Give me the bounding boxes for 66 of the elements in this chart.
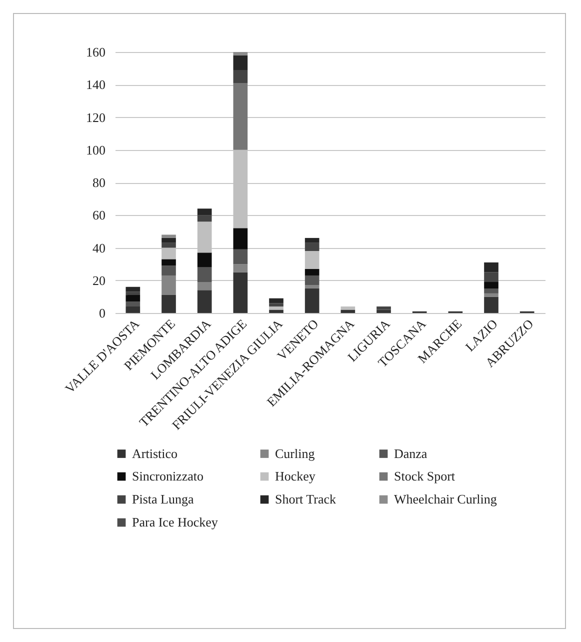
bar <box>304 275 320 286</box>
bar <box>269 303 284 306</box>
bar <box>484 262 498 272</box>
bar <box>340 310 356 313</box>
bar <box>304 251 320 269</box>
bar <box>233 272 248 313</box>
bar <box>269 298 284 304</box>
y-tick-label: 100 <box>86 142 106 158</box>
bar <box>162 242 176 248</box>
legend-label: Hockey <box>275 468 316 484</box>
y-tick-label: 0 <box>99 306 106 320</box>
bar <box>233 264 248 272</box>
bar <box>126 302 140 306</box>
bar <box>376 306 391 310</box>
bar <box>269 306 284 310</box>
bar <box>162 238 176 243</box>
legend-label: Para Ice Hockey <box>132 514 218 530</box>
bar <box>162 295 176 313</box>
bar <box>162 259 176 266</box>
bar <box>197 290 212 313</box>
bar <box>484 272 498 282</box>
bar <box>126 295 140 302</box>
legend-label: Danza <box>394 446 428 461</box>
legend-label: Wheelchair Curling <box>394 492 498 506</box>
legend-label: Artistico <box>132 446 178 461</box>
bar <box>162 275 176 296</box>
y-tick-label: 160 <box>86 44 106 60</box>
y-tick-label: 140 <box>86 77 106 92</box>
bar <box>304 288 320 313</box>
legend-label: Sincronizzato <box>132 468 204 484</box>
legend-label: Pista Lunga <box>132 492 194 506</box>
y-tick-label: 40 <box>92 240 106 256</box>
bar <box>340 306 356 310</box>
y-tick-label: 120 <box>86 110 106 125</box>
bar <box>484 296 498 313</box>
bar <box>233 70 248 83</box>
bar <box>162 266 176 276</box>
bar <box>162 234 176 238</box>
bar <box>126 292 140 296</box>
bar <box>484 288 498 294</box>
bar <box>304 285 320 289</box>
bar <box>304 242 320 252</box>
bar <box>484 293 498 297</box>
y-tick-label: 80 <box>92 175 106 190</box>
bar <box>197 215 212 222</box>
bar <box>233 228 248 250</box>
y-tick-label: 20 <box>92 272 106 288</box>
y-tick-label: 60 <box>92 208 106 223</box>
bar <box>197 267 212 282</box>
bar <box>269 310 284 313</box>
bar <box>126 286 140 292</box>
bar <box>233 52 248 56</box>
bar <box>304 268 320 276</box>
bar <box>376 310 391 313</box>
bar <box>233 82 248 150</box>
legend-label: Short Track <box>275 492 337 506</box>
bar <box>233 55 248 70</box>
bar <box>197 252 212 268</box>
bar <box>233 249 248 264</box>
bar <box>126 306 140 313</box>
bar <box>484 282 498 289</box>
legend-label: Stock Sport <box>394 468 456 484</box>
bar <box>304 238 320 243</box>
bar <box>197 282 212 290</box>
bar <box>197 208 212 216</box>
legend-label: Curling <box>275 446 316 461</box>
